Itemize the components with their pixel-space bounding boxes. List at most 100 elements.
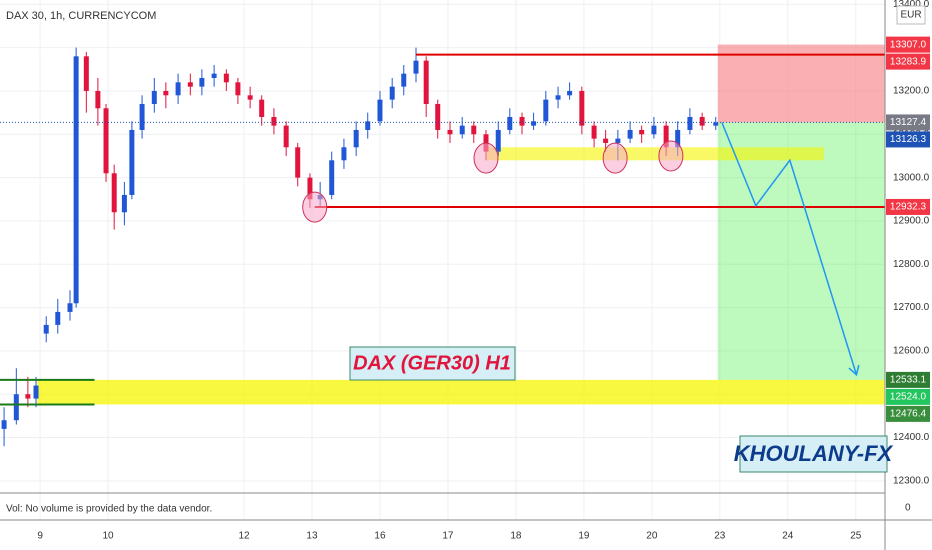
candle-body — [543, 99, 549, 122]
price-tag-label: 12533.1 — [890, 375, 927, 386]
highlight-circle — [602, 142, 628, 174]
candle-body — [73, 56, 79, 304]
candle-body — [447, 129, 453, 135]
candle-body — [423, 60, 429, 104]
candle-body — [129, 129, 135, 195]
y-tick-label: 12700.0 — [893, 302, 930, 313]
highlight-circle — [658, 140, 684, 172]
candle-body — [199, 77, 205, 87]
candle-body — [377, 99, 383, 122]
candle-body — [329, 160, 335, 195]
x-tick-label: 10 — [103, 531, 115, 542]
y-tick-label: 13200.0 — [893, 86, 930, 97]
candle-body — [271, 116, 277, 126]
price-tag — [886, 114, 930, 131]
zone — [37, 379, 885, 405]
price-tag-label: 12932.3 — [890, 202, 927, 213]
x-tick-label: 23 — [714, 531, 726, 542]
candle-body — [435, 103, 441, 130]
y-tick-label: 12400.0 — [893, 432, 930, 443]
price-tag — [886, 131, 930, 148]
candle-body — [531, 121, 537, 126]
candle-body — [33, 385, 39, 399]
y-tick-label: 13000.0 — [893, 172, 930, 183]
price-tag-label: 13283.9 — [890, 56, 927, 67]
candle-body — [389, 86, 395, 100]
highlight-circle — [473, 142, 499, 174]
plot-area — [0, 44, 885, 447]
candle-body — [401, 73, 407, 87]
candle-body — [603, 138, 609, 143]
candle-body — [365, 121, 371, 130]
price-tag-label: 12476.4 — [890, 409, 927, 420]
annotation-label: DAX (GER30) H1 — [353, 352, 511, 374]
candle-body — [25, 394, 31, 399]
candle-body — [151, 90, 157, 104]
candle-body — [95, 90, 101, 109]
grid — [0, 0, 885, 520]
currency-box[interactable] — [896, 5, 926, 25]
price-tag — [886, 388, 930, 405]
projection-arrowhead — [848, 364, 860, 377]
candle-body — [259, 99, 265, 117]
y-tick-label: 12300.0 — [893, 476, 930, 487]
candle-body — [627, 129, 633, 139]
y-tick-label: 13400.0 — [893, 0, 930, 10]
projection-path — [721, 122, 858, 375]
x-tick-label: 12 — [238, 531, 250, 542]
candle-body — [307, 177, 313, 200]
candle-body — [83, 56, 89, 91]
zone — [486, 147, 824, 161]
candle-body — [103, 108, 109, 174]
candle-body — [507, 116, 513, 130]
candle-body — [139, 103, 145, 130]
candle-body — [55, 311, 61, 325]
currency: EUR — [900, 10, 921, 21]
candle-body — [495, 129, 501, 152]
candle-body — [175, 82, 181, 96]
price-tag-label: 13126.3 — [890, 134, 927, 145]
x-tick-label: 13 — [306, 531, 318, 542]
candle-body — [459, 125, 465, 135]
label-box — [739, 435, 888, 473]
price-tag — [886, 371, 930, 388]
candle-body — [579, 90, 585, 126]
candle-body — [413, 60, 419, 74]
price-tag-label: 13127.4 — [890, 117, 927, 128]
x-tick-label: 18 — [510, 531, 522, 542]
y-tick-label: 12600.0 — [893, 346, 930, 357]
x-tick-label: 9 — [37, 531, 43, 542]
candle-body — [699, 116, 705, 126]
candle-body — [43, 324, 49, 334]
candle-body — [1, 420, 7, 429]
candle-body — [555, 95, 561, 100]
y-tick-label: 12800.0 — [893, 259, 930, 270]
candle-body — [675, 129, 681, 148]
label-box — [349, 346, 516, 381]
text-boxes: DAX (GER30) H1 KHOULANY-FX — [349, 346, 894, 473]
candle-body — [295, 147, 301, 178]
candle-body — [471, 125, 477, 135]
candle-body — [247, 95, 253, 100]
price-tag — [886, 198, 930, 215]
candle-body — [615, 138, 621, 143]
zone — [717, 44, 885, 123]
candle-body — [687, 116, 693, 130]
candle-body — [223, 73, 229, 83]
x-tick-label: 17 — [442, 531, 454, 542]
candle-body — [663, 125, 669, 148]
chart-title: DAX 30, 1h, CURRENCYCOM — [6, 10, 156, 22]
volume-note: Vol: No volume is provided by the data v… — [6, 504, 212, 515]
candle-body — [163, 90, 169, 96]
x-tick-label: 25 — [850, 531, 862, 542]
x-tick-label: 16 — [374, 531, 386, 542]
candle-body — [591, 125, 597, 139]
axes: 12300.012400.012500.012600.012700.012800… — [37, 0, 930, 542]
candle-body — [519, 116, 525, 126]
x-tick-label: 20 — [646, 531, 658, 542]
candle-body — [713, 122, 719, 126]
price-tag — [886, 36, 930, 53]
candle-body — [235, 82, 241, 96]
price-tag — [886, 53, 930, 70]
